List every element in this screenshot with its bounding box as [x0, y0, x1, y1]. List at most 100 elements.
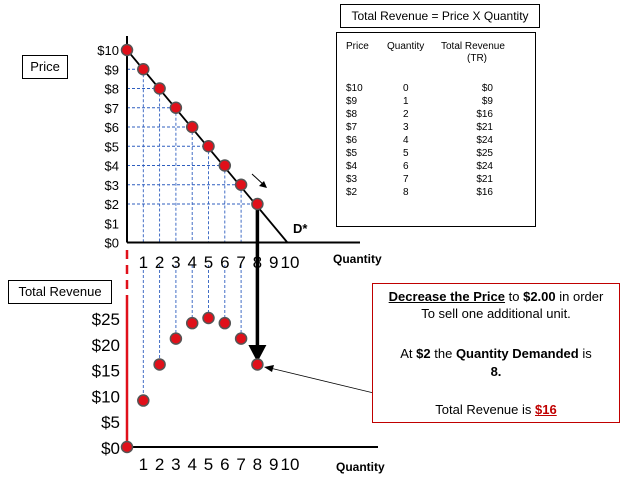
price-point — [234, 178, 248, 191]
quantity-tick-label-top: 5 — [204, 253, 213, 272]
table-row: $8 2 $16 — [337, 109, 535, 122]
quantity-tick-label-top: 6 — [220, 253, 229, 272]
table-row: $3 7 $21 — [337, 174, 535, 187]
revenue-point — [185, 316, 199, 330]
price-value-text: $2.00 — [523, 289, 556, 304]
table-cell-quantity: 4 — [403, 135, 409, 146]
table-cell-price: $5 — [346, 148, 358, 159]
table-row: $4 6 $24 — [337, 161, 535, 174]
revenue-point — [120, 440, 134, 454]
table-cell-tr: $16 — [476, 109, 493, 120]
table-cell-price: $2 — [346, 187, 358, 198]
quantity-tick-label-bottom: 7 — [236, 455, 245, 474]
revenue-tick-label: $15 — [92, 362, 120, 381]
price-point — [120, 43, 134, 57]
table-cell-tr: $9 — [481, 96, 493, 107]
table-header-quantity: Quantity — [387, 41, 425, 52]
price-point — [218, 159, 232, 172]
revenue-table: Price Quantity Total Revenue (TR) $10 0 $0… — [336, 32, 536, 227]
revenue-point — [251, 358, 264, 371]
price-tick-label: $4 — [105, 159, 119, 174]
quantity-tick-label-top: 9 — [269, 253, 278, 272]
quantity-tick-label-bottom: 1 — [139, 455, 148, 474]
explanation-box: Decrease the Price to $2.00 in order To … — [372, 283, 620, 423]
quantity-tick-label-top: 2 — [155, 253, 164, 272]
price-tick-label: $9 — [105, 62, 119, 77]
to-text: to — [505, 289, 524, 304]
table-cell-quantity: 8 — [403, 187, 409, 198]
table-header-price: Price — [346, 41, 369, 52]
table-cell-price: $4 — [346, 161, 358, 172]
price-point — [202, 140, 215, 153]
price-label: Price — [30, 59, 60, 74]
price-label-box: Price — [22, 55, 68, 79]
table-cell-tr: $0 — [481, 83, 493, 94]
explanation-line-1: Decrease the Price to $2.00 in order — [373, 289, 619, 305]
table-cell-tr: $21 — [476, 174, 493, 185]
explanation-line-5: Total Revenue is $16 — [373, 402, 619, 418]
at-text: At — [400, 346, 417, 361]
price-tick-label: $2 — [105, 197, 119, 212]
quantity-tick-label-bottom: 8 — [253, 455, 262, 474]
price-tick-label: $7 — [105, 101, 119, 116]
price-tick-label: $8 — [105, 82, 119, 97]
quantity-tick-label-bottom: 10 — [281, 455, 300, 474]
quantity-tick-label-top: 1 — [139, 253, 148, 272]
quantity-tick-label-bottom: 9 — [269, 455, 278, 474]
revenue-tick-label: $5 — [101, 413, 120, 432]
quantity-tick-label-top: 4 — [187, 253, 196, 272]
price-tick-label: $5 — [105, 139, 119, 154]
quantity-tick-label-top: 3 — [171, 253, 180, 272]
table-cell-quantity: 6 — [403, 161, 409, 172]
price-tick-label: $10 — [97, 43, 119, 58]
table-cell-quantity: 3 — [403, 122, 409, 133]
table-cell-quantity: 1 — [403, 96, 409, 107]
table-cell-price: $3 — [346, 174, 358, 185]
explanation-line-3: At $2 the Quantity Demanded is — [373, 346, 619, 362]
total-revenue-label-box: Total Revenue — [8, 280, 112, 304]
down-arrow-head — [248, 345, 267, 362]
table-cell-quantity: 2 — [403, 109, 409, 120]
the-text: the — [430, 346, 456, 361]
quantity-demanded-text: Quantity Demanded — [455, 346, 579, 361]
quantity-tick-label-bottom: 4 — [187, 455, 196, 474]
quantity-tick-label-bottom: 3 — [171, 455, 180, 474]
table-cell-quantity: 5 — [403, 148, 409, 159]
table-row: $6 4 $24 — [337, 135, 535, 148]
quantity-axis-title-top: Quantity — [333, 252, 382, 266]
price-point — [169, 101, 183, 114]
decrease-price-text: Decrease the Price — [388, 289, 506, 304]
pointer-arrow-head — [264, 365, 274, 372]
price-tick-label: $0 — [105, 236, 119, 251]
is-text: is — [578, 346, 592, 361]
price-point — [137, 63, 150, 76]
formula-text: Total Revenue = Price X Quantity — [351, 9, 529, 23]
table-row: $5 5 $25 — [337, 148, 535, 161]
table-cell-tr: $25 — [476, 148, 493, 159]
table-cell-tr: $21 — [476, 122, 493, 133]
price-tick-label: $1 — [105, 216, 119, 231]
quantity-axis-title-bottom: Quantity — [336, 460, 385, 474]
table-cell-price: $10 — [346, 83, 363, 94]
price-point — [185, 120, 199, 134]
revenue-point — [218, 316, 232, 330]
quantity-tick-label-top: 10 — [281, 253, 300, 272]
total-revenue-value: $16 — [535, 402, 557, 417]
in-order-text: in order — [555, 289, 604, 304]
table-cell-price: $8 — [346, 109, 358, 120]
price-tick-label: $6 — [105, 120, 119, 135]
table-row: $10 0 $0 — [337, 83, 535, 96]
table-cell-tr: $24 — [476, 135, 493, 146]
table-cell-price: $9 — [346, 96, 358, 107]
revenue-point — [137, 394, 150, 407]
table-row: $7 3 $21 — [337, 122, 535, 135]
revenue-tick-label: $20 — [92, 336, 120, 355]
table-cell-quantity: 0 — [403, 83, 409, 94]
explanation-line-2: To sell one additional unit. — [421, 306, 571, 321]
small-arrow-head — [259, 181, 267, 188]
table-cell-tr: $24 — [476, 161, 493, 172]
revenue-tick-label: $25 — [92, 310, 120, 329]
demand-label: D* — [293, 221, 308, 236]
revenue-tick-label: $0 — [101, 439, 120, 458]
